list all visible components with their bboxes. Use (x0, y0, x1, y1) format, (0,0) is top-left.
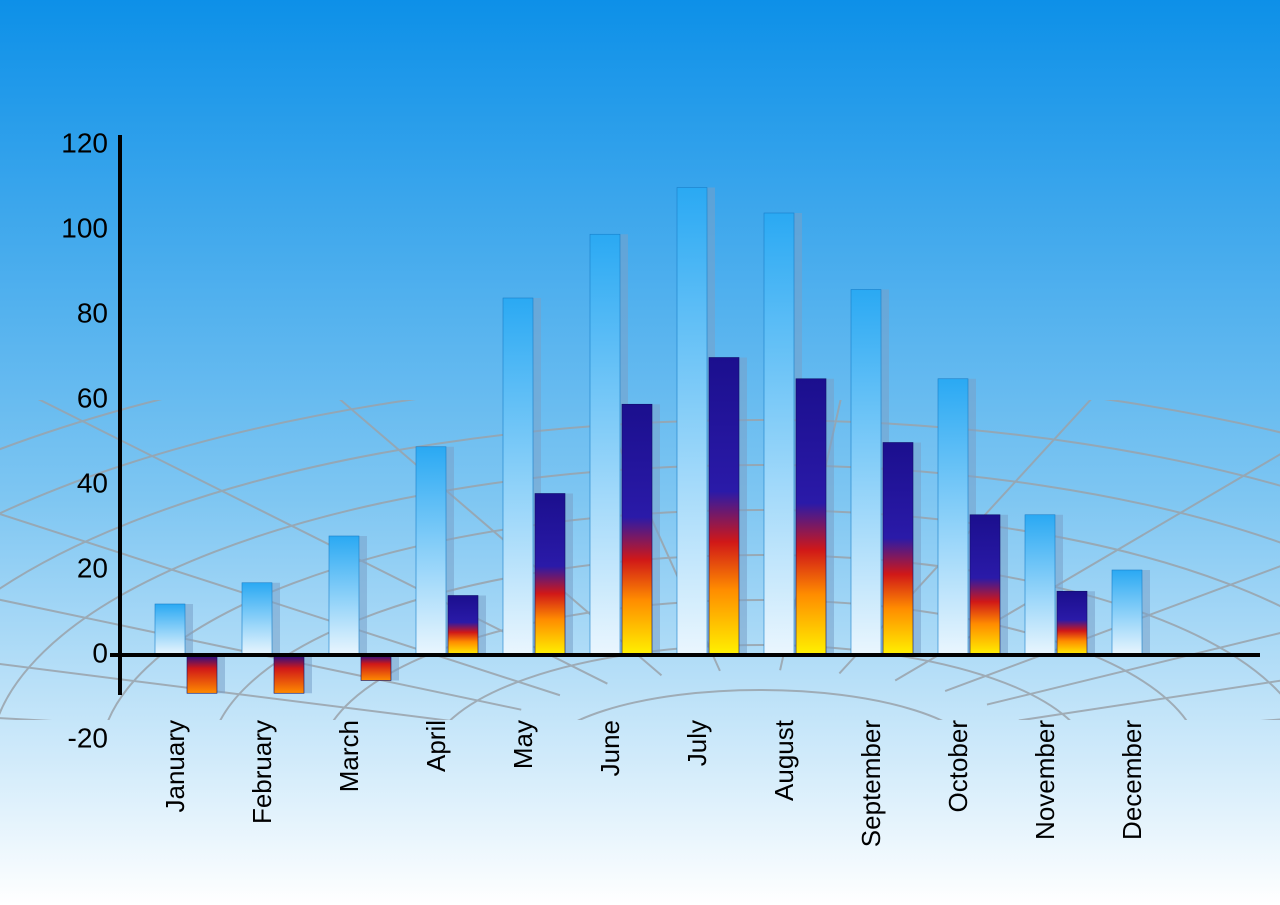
bar-series1 (938, 379, 968, 655)
x-tick-label: April (421, 720, 451, 772)
bar-series1 (155, 604, 185, 655)
bar-series2 (796, 379, 826, 655)
y-tick-label: 20 (77, 552, 108, 583)
y-tick-label: 40 (77, 467, 108, 498)
y-tick-label: 0 (92, 637, 108, 668)
bar-series1 (1112, 570, 1142, 655)
bar-series2 (448, 596, 478, 656)
x-tick-label: January (160, 720, 190, 813)
x-tick-label: July (682, 720, 712, 766)
bar-series2 (535, 494, 565, 656)
bar-series2 (622, 404, 652, 655)
y-tick-label: 80 (77, 297, 108, 328)
y-tick-label: 60 (77, 382, 108, 413)
bar-series1 (764, 213, 794, 655)
y-tick-label: 100 (61, 212, 108, 243)
x-tick-label: June (595, 720, 625, 776)
x-tick-label: October (943, 720, 973, 813)
x-tick-label: March (334, 720, 364, 792)
bar-series1 (1025, 515, 1055, 655)
bar-series1 (851, 290, 881, 656)
x-tick-label: February (247, 720, 277, 824)
bar-series2 (361, 655, 391, 681)
chart-container: -20 0 20 40 60 80 100 120 January February March Ap… (0, 0, 1280, 905)
bar-series2 (274, 655, 304, 693)
monthly-bar-chart: -20 0 20 40 60 80 100 120 January February March Ap… (0, 0, 1280, 905)
x-tick-label: September (856, 720, 886, 848)
bar-series1 (677, 188, 707, 656)
bar-series1 (242, 583, 272, 655)
bar-series2 (883, 443, 913, 656)
x-tick-label: August (769, 719, 799, 801)
y-tick-label: 120 (61, 127, 108, 158)
x-tick-label: December (1117, 720, 1147, 840)
bar-series2 (1057, 591, 1087, 655)
bar-series1 (416, 447, 446, 655)
x-tick-label: November (1030, 720, 1060, 840)
bar-series2 (187, 655, 217, 693)
y-tick-label: -20 (68, 722, 108, 753)
bar-series1 (590, 234, 620, 655)
bar-series1 (503, 298, 533, 655)
bar-series2 (709, 358, 739, 656)
bar-series1 (329, 536, 359, 655)
bar-series2 (970, 515, 1000, 655)
x-tick-label: May (508, 720, 538, 769)
